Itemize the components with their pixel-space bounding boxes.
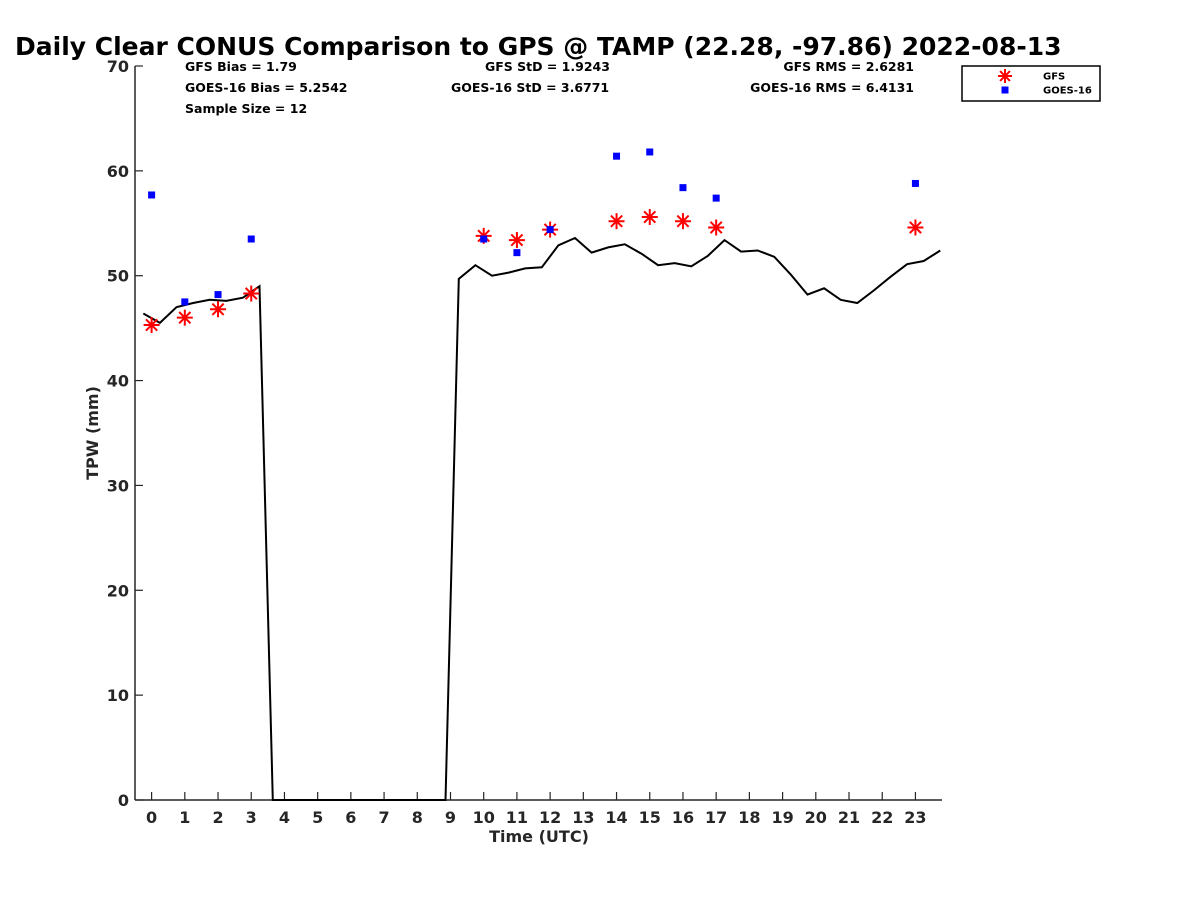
legend-box	[961, 65, 1101, 102]
gfs-point	[243, 285, 260, 302]
x-tick-label: 22	[871, 808, 893, 827]
goes16-point	[712, 194, 720, 202]
x-tick-label: 14	[605, 808, 627, 827]
x-tick-label: 4	[279, 808, 290, 827]
x-tick-label: 8	[412, 808, 423, 827]
gfs-std-text: GFS StD = 1.9243	[485, 59, 610, 74]
gfs-rms-text: GFS RMS = 2.6281	[783, 59, 914, 74]
y-tick-label: 50	[107, 267, 129, 286]
goes-rms-text: GOES-16 RMS = 6.4131	[750, 80, 914, 95]
goes16-point	[247, 235, 255, 243]
goes16-point	[911, 179, 919, 187]
y-tick-label: 40	[107, 372, 129, 391]
goes16-point	[513, 249, 521, 257]
gps-line-layer	[142, 236, 941, 801]
legend-label: GOES-16	[1043, 86, 1092, 97]
x-tick-label: 10	[473, 808, 495, 827]
x-tick-label: 15	[639, 808, 661, 827]
gps-series-line	[142, 236, 941, 801]
x-tick-label: 3	[246, 808, 257, 827]
y-tick-label: 10	[107, 686, 129, 705]
x-tick-label: 7	[379, 808, 390, 827]
x-tick-label: 19	[771, 808, 793, 827]
gfs-point	[674, 213, 691, 230]
gfs-point	[143, 316, 160, 333]
y-axis-label: TPW (mm)	[83, 386, 102, 480]
gfs-point	[210, 301, 227, 318]
y-tick-label: 0	[118, 791, 129, 810]
legend-label: GFS	[1043, 72, 1065, 83]
gfs-point	[508, 232, 525, 249]
legend-goes16-marker	[1001, 86, 1009, 94]
stats-block: GFS Bias = 1.79 GOES-16 Bias = 5.2542 Sa…	[185, 59, 914, 116]
x-tick-label: 5	[312, 808, 323, 827]
x-tick-label: 16	[672, 808, 694, 827]
x-tick-label: 11	[506, 808, 528, 827]
x-tick-label: 6	[345, 808, 356, 827]
gfs-point	[641, 208, 658, 225]
goes16-point	[646, 148, 654, 156]
gfs-point	[608, 213, 625, 230]
goes-bias-text: GOES-16 Bias = 5.2542	[185, 80, 347, 95]
sample-size-text: Sample Size = 12	[185, 101, 307, 116]
x-tick-label: 2	[212, 808, 223, 827]
x-tick-label: 18	[738, 808, 760, 827]
y-tick-label: 30	[107, 476, 129, 495]
x-tick-label: 23	[904, 808, 926, 827]
goes16-point	[214, 291, 222, 299]
gfs-bias-text: GFS Bias = 1.79	[185, 59, 297, 74]
y-tick-label: 20	[107, 581, 129, 600]
gfs-point	[907, 219, 924, 236]
x-tick-label: 0	[146, 808, 157, 827]
marker-layer	[143, 148, 924, 333]
goes16-point	[679, 184, 687, 192]
legend-gfs-marker	[998, 69, 1012, 83]
goes-std-text: GOES-16 StD = 3.6771	[451, 80, 609, 95]
legend: GFS GOES-16	[961, 65, 1101, 102]
gfs-point	[176, 309, 193, 326]
y-tick-label: 60	[107, 162, 129, 181]
goes16-point	[148, 191, 156, 199]
y-tick-label: 70	[107, 57, 129, 76]
goes16-point	[480, 235, 488, 243]
gfs-point	[708, 219, 725, 236]
x-tick-label: 21	[838, 808, 860, 827]
goes16-point	[613, 152, 621, 160]
x-tick-label: 20	[805, 808, 827, 827]
x-tick-label: 12	[539, 808, 561, 827]
x-tick-label: 9	[445, 808, 456, 827]
goes16-point	[546, 226, 554, 234]
x-tick-label: 13	[572, 808, 594, 827]
x-tick-label: 17	[705, 808, 727, 827]
chart-title: Daily Clear CONUS Comparison to GPS @ TA…	[15, 32, 1062, 61]
x-axis-label: Time (UTC)	[489, 827, 589, 846]
x-tick-label: 1	[179, 808, 190, 827]
goes16-point	[181, 298, 189, 306]
